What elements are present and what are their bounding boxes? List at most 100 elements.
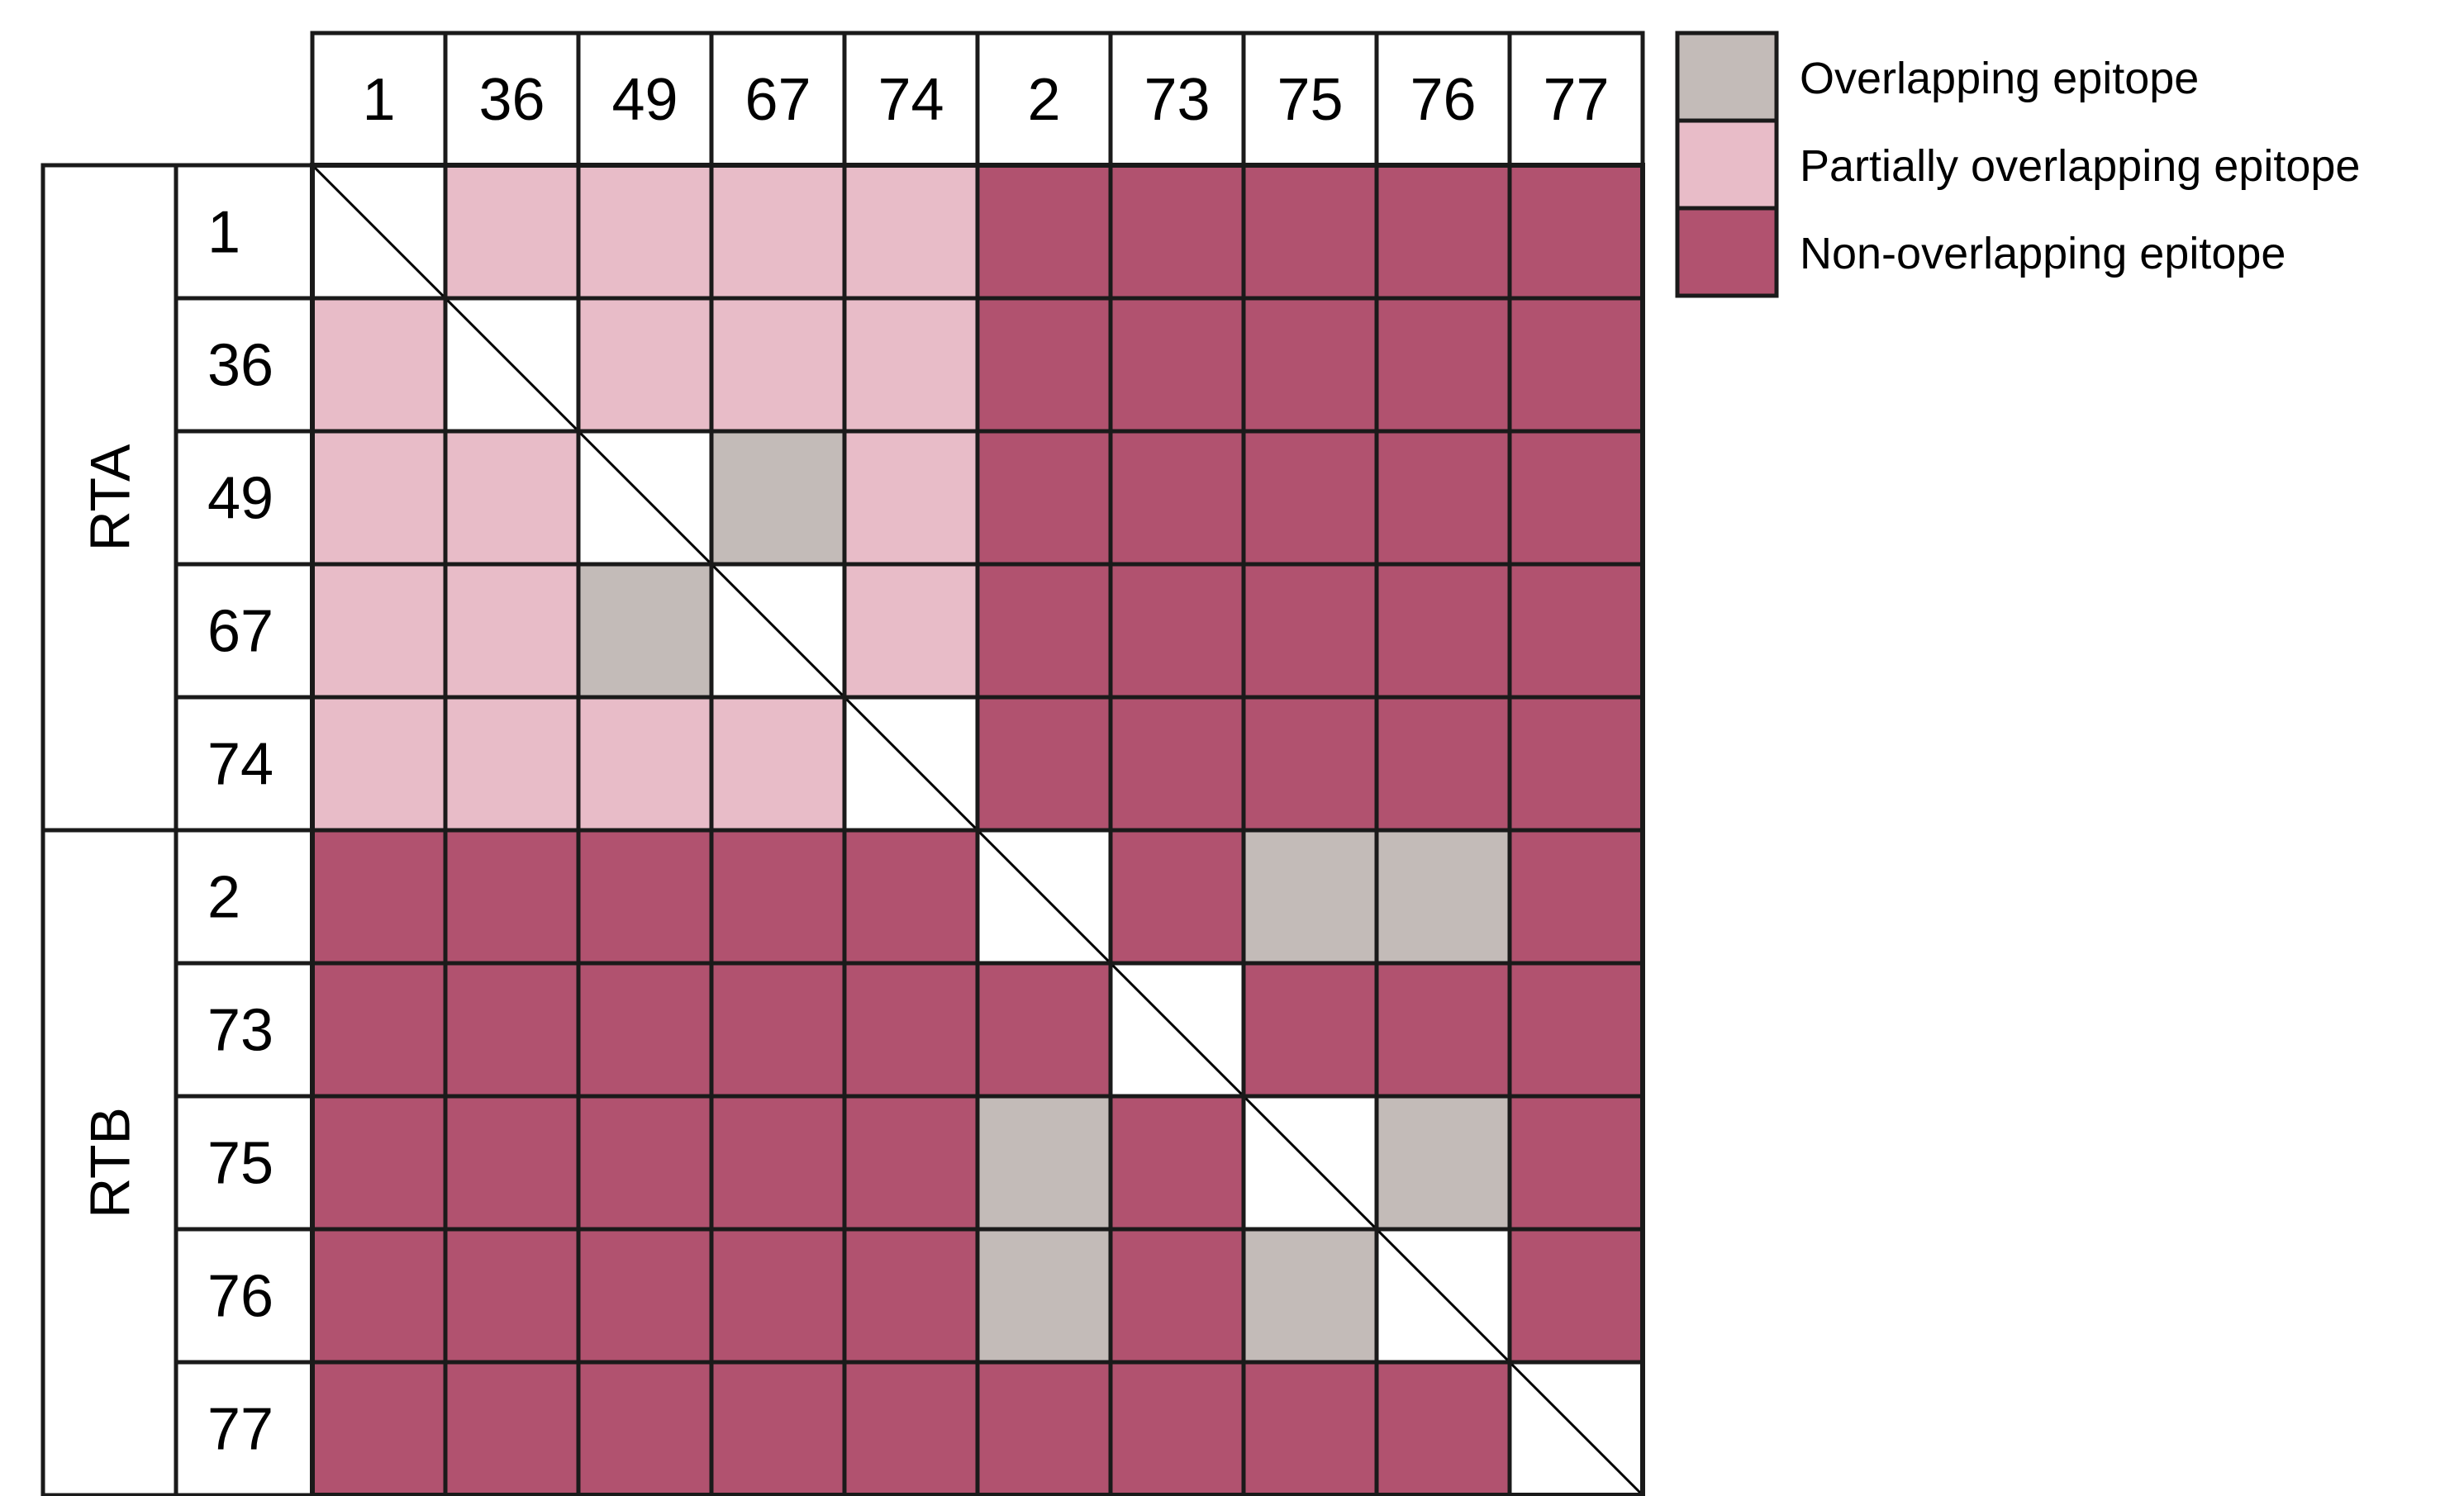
heatmap-cell-r36-c2 xyxy=(978,298,1111,431)
heatmap-cell-r49-c76 xyxy=(1377,431,1510,564)
heatmap-cell-r77-c67 xyxy=(711,1362,844,1495)
heatmap-cell-r74-c49 xyxy=(578,697,711,830)
column-tick-label: 74 xyxy=(878,67,944,133)
heatmap-cell-r36-c1 xyxy=(312,298,445,431)
heatmap-cell-r77-c36 xyxy=(445,1362,578,1495)
heatmap-cell-r36-c76 xyxy=(1377,298,1510,431)
heatmap-cell-r74-c76 xyxy=(1377,697,1510,830)
column-tick-label: 2 xyxy=(1027,67,1060,133)
column-header-box xyxy=(1108,31,1246,168)
heatmap-cell-r36-c74 xyxy=(844,298,978,431)
heatmap-cell-r76-c73 xyxy=(1111,1229,1244,1362)
heatmap-cell-r75-c74 xyxy=(844,1096,978,1229)
row-header-box xyxy=(174,163,315,301)
heatmap-cell-r73-c2 xyxy=(978,963,1111,1096)
heatmap-cell-r75-c77 xyxy=(1510,1096,1643,1229)
heatmap-cell-r76-c36 xyxy=(445,1229,578,1362)
heatmap-cell-r67-c73 xyxy=(1111,564,1244,697)
heatmap-cell-r1-c76 xyxy=(1377,165,1510,298)
heatmap-cell-r76-c49 xyxy=(578,1229,711,1362)
row-group-box xyxy=(40,163,178,833)
heatmap-cell-r67-c77 xyxy=(1510,564,1643,697)
heatmap-cell-r2-c67 xyxy=(711,830,844,963)
heatmap-cell-r73-c77 xyxy=(1510,963,1643,1096)
heatmap-cell-r2-c36 xyxy=(445,830,578,963)
heatmap-cell-r49-c73 xyxy=(1111,431,1244,564)
heatmap-cell-r76-c77 xyxy=(1510,1229,1643,1362)
heatmap-cell-r49-c1 xyxy=(312,431,445,564)
heatmap-cell-r36-c77 xyxy=(1510,298,1643,431)
heatmap-cell-r74-c2 xyxy=(978,697,1111,830)
heatmap-cell-r75-c73 xyxy=(1111,1096,1244,1229)
heatmap-cell-r77-c49 xyxy=(578,1362,711,1495)
row-tick-label: 67 xyxy=(207,599,274,665)
legend-label: Partially overlapping epitope xyxy=(1800,141,2360,191)
legend-label: Overlapping epitope xyxy=(1800,54,2199,103)
heatmap-cell-r73-c76 xyxy=(1377,963,1510,1096)
heatmap-cell-r73-c36 xyxy=(445,963,578,1096)
row-header-box xyxy=(174,1094,315,1232)
column-header-box xyxy=(310,31,448,168)
heatmap-cell-r75-c49 xyxy=(578,1096,711,1229)
heatmap-cell-r77-c73 xyxy=(1111,1362,1244,1495)
heatmap-cell-r67-c36 xyxy=(445,564,578,697)
heatmap-cell-r75-c1 xyxy=(312,1096,445,1229)
heatmap-cell-r36-c75 xyxy=(1244,298,1377,431)
heatmap-cell-r77-c74 xyxy=(844,1362,978,1495)
heatmap-cell-r77-c75 xyxy=(1244,1362,1377,1495)
row-header-box xyxy=(174,1227,315,1365)
heatmap-cell-r2-c74 xyxy=(844,830,978,963)
heatmap-cell-r1-c36 xyxy=(445,165,578,298)
heatmap-cell-r49-c67 xyxy=(711,431,844,564)
heatmap-cell-r76-c75 xyxy=(1244,1229,1377,1362)
heatmap-cell-r1-c2 xyxy=(978,165,1111,298)
heatmap-cell-r1-c73 xyxy=(1111,165,1244,298)
heatmap-cell-r67-c75 xyxy=(1244,564,1377,697)
heatmap-cell-r73-c49 xyxy=(578,963,711,1096)
heatmap-cell-r75-c76 xyxy=(1377,1096,1510,1229)
legend-label: Non-overlapping epitope xyxy=(1800,229,2286,278)
heatmap-cell-r77-c1 xyxy=(312,1362,445,1495)
heatmap-cell-r74-c77 xyxy=(1510,697,1643,830)
row-tick-label: 77 xyxy=(207,1397,274,1463)
heatmap-cell-r76-c1 xyxy=(312,1229,445,1362)
row-header-box xyxy=(174,828,315,966)
heatmap-cell-r75-c67 xyxy=(711,1096,844,1229)
heatmap-cell-r49-c74 xyxy=(844,431,978,564)
row-tick-label: 49 xyxy=(207,466,274,532)
row-tick-label: 1 xyxy=(207,200,240,266)
heatmap-cell-r1-c75 xyxy=(1244,165,1377,298)
heatmap-cell-r1-c49 xyxy=(578,165,711,298)
heatmap-cell-r49-c2 xyxy=(978,431,1111,564)
legend-swatch xyxy=(1675,206,1779,298)
column-header-box xyxy=(443,31,581,168)
row-header-box xyxy=(174,1360,315,1496)
heatmap-cell-r74-c36 xyxy=(445,697,578,830)
heatmap-cell-r1-c74 xyxy=(844,165,978,298)
column-header-box xyxy=(576,31,714,168)
heatmap-cell-r73-c74 xyxy=(844,963,978,1096)
legend-swatch xyxy=(1675,31,1779,123)
heatmap-cell-r67-c2 xyxy=(978,564,1111,697)
row-tick-label: 2 xyxy=(207,865,240,931)
column-tick-label: 75 xyxy=(1277,67,1343,133)
row-tick-label: 73 xyxy=(207,998,274,1064)
heatmap-cell-r2-c1 xyxy=(312,830,445,963)
row-header-box xyxy=(174,961,315,1099)
heatmap-cell-r67-c76 xyxy=(1377,564,1510,697)
heatmap-cell-r76-c74 xyxy=(844,1229,978,1362)
heatmap-cell-r74-c67 xyxy=(711,697,844,830)
column-header-box xyxy=(975,31,1113,168)
row-group-label: RTA xyxy=(79,444,142,551)
heatmap-cell-r2-c73 xyxy=(1111,830,1244,963)
column-tick-label: 76 xyxy=(1410,67,1476,133)
heatmap-cell-r36-c49 xyxy=(578,298,711,431)
heatmap-cell-r75-c36 xyxy=(445,1096,578,1229)
column-tick-label: 67 xyxy=(744,67,811,133)
heatmap-cell-r67-c1 xyxy=(312,564,445,697)
heatmap-cell-r67-c49 xyxy=(578,564,711,697)
heatmap-cell-r2-c76 xyxy=(1377,830,1510,963)
legend-swatch xyxy=(1675,118,1779,211)
